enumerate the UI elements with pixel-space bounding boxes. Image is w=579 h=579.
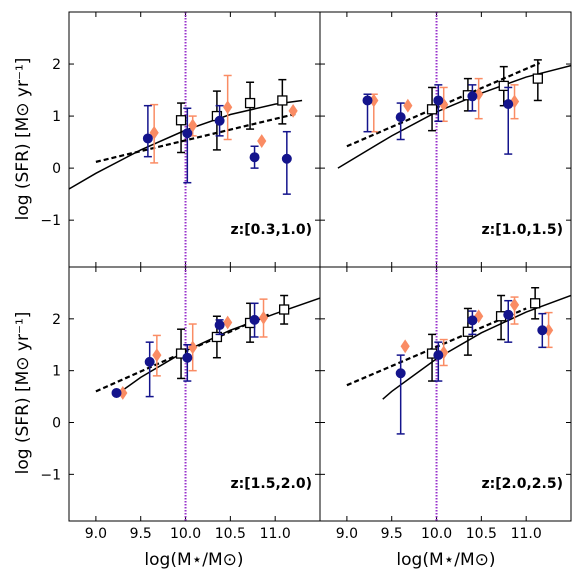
linear-fit-line [95,112,298,163]
data-point-diamond [223,100,233,115]
data-point-diamond [258,310,269,325]
y-axis-label-bottom: log (SFR) [M⊙ yr⁻¹] [13,312,33,475]
x-axis-label-right: log(M⋆/M⊙) [396,550,495,570]
plot-area [337,12,571,267]
data-point-diamond [188,118,198,133]
data-point-circle [182,128,193,139]
data-point-square [277,95,288,106]
y-tick-label: 0 [52,416,61,432]
data-point-circle [395,112,406,123]
panel-redshift-label: z:[1.5,2.0) [231,476,312,492]
panel-z-2.0-2.5: 9.0 9.5 10.0 10.5 11.0 z:[2.0,2.5) [319,266,572,542]
data-point-square [426,104,438,115]
data-point-square [211,331,223,343]
y-tick-label: 2 [52,312,61,328]
data-point-diamond [257,134,267,148]
y-tick-label: 1 [52,364,61,380]
y-tick-label: −1 [40,467,61,483]
data-point-circle [281,153,292,164]
x-tick-label: 9.0 [85,526,107,542]
data-point-diamond [509,297,520,312]
data-point-circle [433,350,444,361]
panel-redshift-label: z:[0.3,1.0) [231,222,312,238]
data-point-circle [537,325,548,336]
panel-redshift-label: z:[1.0,1.5) [482,222,563,238]
data-point-circle [362,95,373,106]
data-point-circle [467,315,478,326]
x-tick-label: 10.5 [215,526,246,542]
panel-z-1.5-2.0: 9.0 9.5 10.0 10.5 11.0 −1 0 1 2 z:[1.5,2.0) [40,266,321,542]
main-sequence-curve [382,294,571,400]
plot-area [69,12,303,267]
data-point-circle [142,133,153,144]
data-point-diamond [400,339,410,354]
x-tick-label: 10.0 [170,526,201,542]
data-point-diamond [403,98,413,113]
data-point-circle [503,99,514,110]
y-axis-label-text: log (SFR) [M⊙ yr⁻¹] [13,312,33,475]
data-point-circle [433,95,444,106]
x-tick-label: 11.0 [511,526,542,542]
data-point-circle [214,320,225,331]
x-tick-label: 10.0 [421,526,452,542]
data-point-circle [111,387,122,398]
y-tick-label: 0 [52,161,61,177]
x-tick-label: 9.5 [130,526,152,542]
x-tick-label: 10.5 [466,526,497,542]
data-point-square [278,304,290,315]
data-point-circle [503,309,514,320]
x-axis-label-left: log(M⋆/M⊙) [144,550,243,570]
y-tick-label: 2 [52,57,61,73]
y-axis-label-top: log (SFR) [M⊙ yr⁻¹] [13,58,33,221]
data-point-circle [249,314,260,325]
data-point-diamond [188,340,198,355]
plot-area [95,267,320,521]
panel-redshift-label: z:[2.0,2.5) [482,476,563,492]
y-tick-label: 1 [52,109,61,125]
y-tick-label: −1 [40,213,61,229]
data-point-circle [249,152,260,163]
panel-frame [319,266,572,522]
data-point-circle [214,115,225,126]
data-point-circle [144,356,155,367]
data-point-diamond [223,315,233,330]
data-point-diamond [152,348,162,363]
data-point-diamond [149,125,159,140]
data-point-square [175,115,187,126]
x-tick-label: 9.0 [336,526,358,542]
data-point-circle [467,91,478,102]
data-point-square [532,73,543,84]
panel-z-1.0-1.5: z:[1.0,1.5) [319,11,572,268]
x-tick-label: 9.5 [381,526,403,542]
data-point-circle [395,368,406,379]
data-point-circle [182,352,193,363]
x-tick-label: 11.0 [260,526,291,542]
panel-z-0.3-1.0: −1 0 1 2 z:[0.3,1.0) [40,11,321,268]
data-point-diamond [288,103,298,118]
y-axis-label-text: log (SFR) [M⊙ yr⁻¹] [13,58,33,221]
plot-area [346,267,571,521]
data-point-square [498,80,509,92]
data-point-square [529,298,541,309]
data-point-square [244,97,256,109]
